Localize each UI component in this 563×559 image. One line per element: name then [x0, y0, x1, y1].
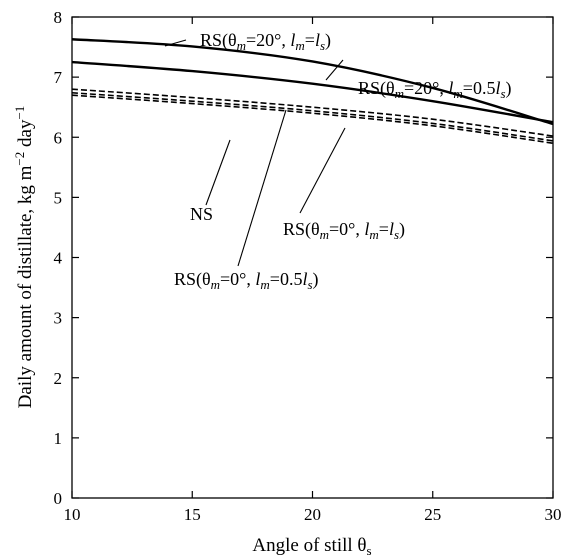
y-axis-title: Daily amount of distillate, kg m−2 day−1 [12, 106, 36, 409]
series-line-3 [71, 91, 554, 142]
x-tick-label: 15 [184, 505, 201, 524]
x-tick-label: 25 [424, 505, 441, 524]
leader-line-1 [325, 59, 344, 81]
leader-line-0 [164, 39, 187, 47]
annotation-leaders [164, 39, 346, 267]
annotation-rs0-ls: RS(θm=0°, lm=ls) [283, 219, 405, 242]
x-tick-label: 20 [304, 505, 321, 524]
y-tick-label: 6 [54, 128, 63, 147]
tick-labels: 10 15 20 25 30 0 1 2 3 4 5 6 7 8 [54, 8, 562, 524]
axis-ticks [71, 16, 554, 499]
series-line-2 [71, 88, 554, 137]
y-tick-label: 2 [54, 369, 63, 388]
annotation-rs20-half: RS(θm=20°, lm=0.5ls) [358, 78, 512, 101]
series-line-0 [71, 38, 554, 126]
leader-line-2 [205, 139, 231, 206]
leader-line-3 [299, 127, 346, 214]
series-line-4 [71, 94, 554, 145]
y-tick-label: 0 [54, 489, 63, 508]
series-lines [71, 38, 554, 145]
y-tick-label: 8 [54, 8, 63, 27]
x-tick-label: 30 [545, 505, 562, 524]
annotation-rs20-ls: RS(θm=20°, lm=ls) [200, 30, 331, 53]
y-tick-label: 7 [54, 68, 63, 87]
x-axis-title: Angle of still θs [252, 535, 371, 558]
y-tick-label: 5 [54, 188, 63, 207]
y-tick-label: 3 [54, 309, 63, 328]
y-tick-label: 4 [54, 249, 63, 268]
series-line-1 [71, 60, 554, 124]
annotation-ns: NS [190, 204, 213, 224]
annotation-rs0-half: RS(θm=0°, lm=0.5ls) [174, 269, 319, 292]
x-tick-label: 10 [64, 505, 81, 524]
leader-line-4 [237, 109, 287, 267]
y-tick-label: 1 [54, 429, 63, 448]
